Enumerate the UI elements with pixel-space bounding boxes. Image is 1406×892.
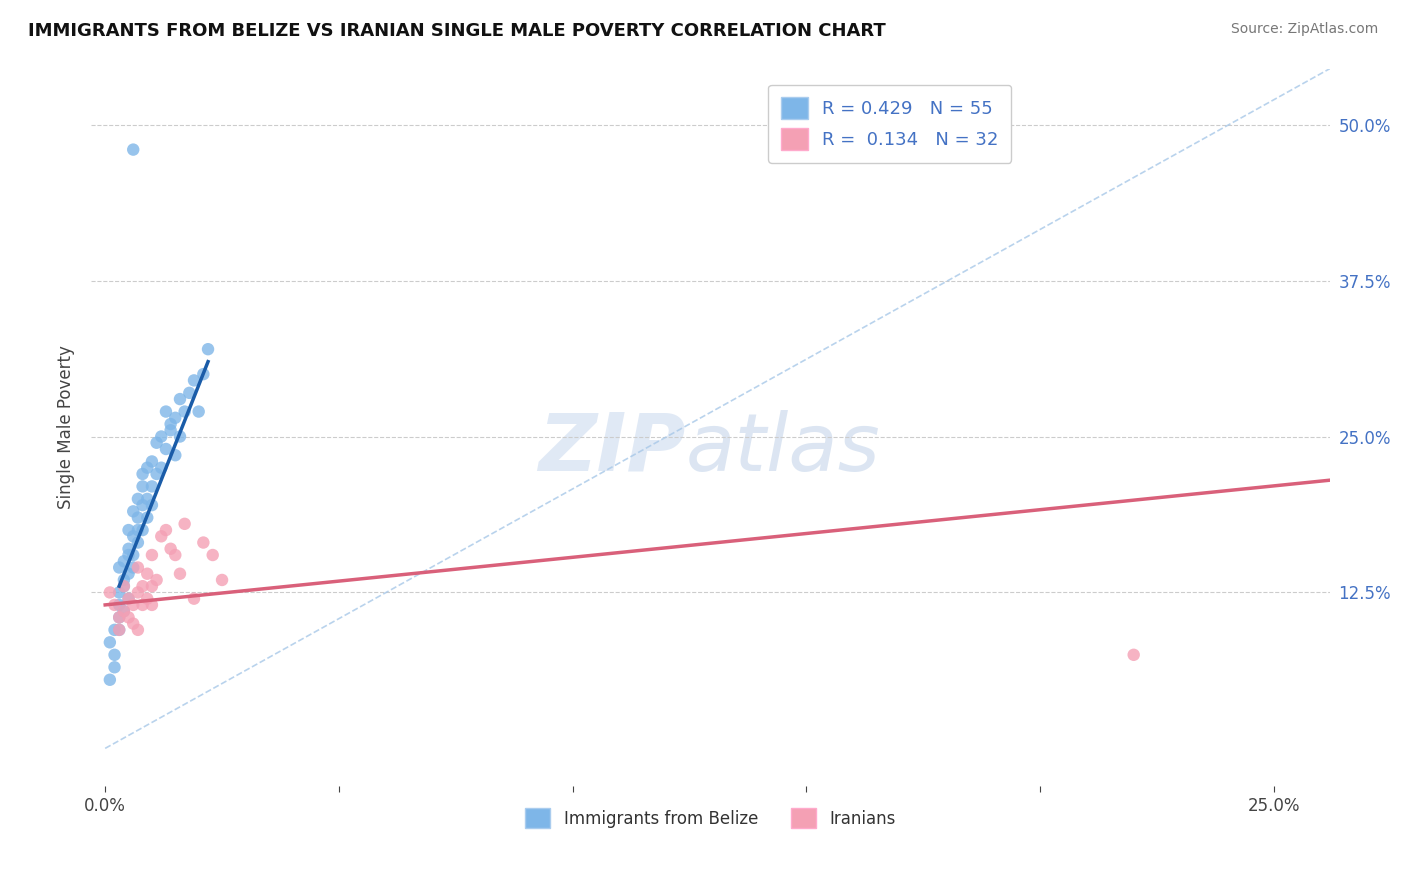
Point <box>155 404 177 418</box>
Point <box>108 585 131 599</box>
Point <box>136 566 159 581</box>
Point <box>122 616 145 631</box>
Point <box>159 541 181 556</box>
Point <box>159 423 181 437</box>
Point <box>117 591 139 606</box>
Point <box>1122 648 1144 662</box>
Point <box>112 604 135 618</box>
Point <box>131 479 153 493</box>
Legend: Immigrants from Belize, Iranians: Immigrants from Belize, Iranians <box>519 801 903 835</box>
Y-axis label: Single Male Poverty: Single Male Poverty <box>58 345 75 509</box>
Point <box>117 541 139 556</box>
Point <box>141 498 163 512</box>
Point <box>103 660 125 674</box>
Point <box>169 392 191 406</box>
Point <box>127 510 149 524</box>
Point <box>112 579 135 593</box>
Point <box>165 548 187 562</box>
Point <box>145 573 167 587</box>
Text: atlas: atlas <box>686 409 880 488</box>
Point <box>127 585 149 599</box>
Point <box>103 623 125 637</box>
Point <box>169 566 191 581</box>
Point <box>98 585 121 599</box>
Point <box>141 548 163 562</box>
Point <box>122 560 145 574</box>
Point <box>122 504 145 518</box>
Point <box>131 467 153 481</box>
Point <box>169 429 191 443</box>
Point <box>108 610 131 624</box>
Point <box>108 560 131 574</box>
Point <box>179 385 201 400</box>
Point <box>112 604 135 618</box>
Point <box>145 467 167 481</box>
Point <box>112 579 135 593</box>
Point <box>108 623 131 637</box>
Point <box>173 404 195 418</box>
Point <box>136 510 159 524</box>
Text: IMMIGRANTS FROM BELIZE VS IRANIAN SINGLE MALE POVERTY CORRELATION CHART: IMMIGRANTS FROM BELIZE VS IRANIAN SINGLE… <box>28 22 886 40</box>
Point <box>183 591 205 606</box>
Point <box>131 498 153 512</box>
Point <box>141 454 163 468</box>
Point <box>141 579 163 593</box>
Point <box>127 535 149 549</box>
Point <box>150 429 173 443</box>
Point <box>131 598 153 612</box>
Point <box>150 460 173 475</box>
Point <box>117 523 139 537</box>
Point <box>201 548 224 562</box>
Point <box>103 598 125 612</box>
Point <box>173 516 195 531</box>
Point <box>150 529 173 543</box>
Point <box>117 566 139 581</box>
Point <box>165 410 187 425</box>
Text: Source: ZipAtlas.com: Source: ZipAtlas.com <box>1230 22 1378 37</box>
Point <box>211 573 233 587</box>
Point <box>103 648 125 662</box>
Point <box>108 598 131 612</box>
Point <box>98 635 121 649</box>
Point <box>122 548 145 562</box>
Point <box>122 598 145 612</box>
Point <box>197 342 219 356</box>
Point <box>187 404 209 418</box>
Point <box>117 610 139 624</box>
Point <box>117 548 139 562</box>
Point <box>165 448 187 462</box>
Point <box>127 623 149 637</box>
Point <box>136 460 159 475</box>
Point <box>155 523 177 537</box>
Point <box>136 591 159 606</box>
Point <box>127 523 149 537</box>
Point <box>155 442 177 456</box>
Point <box>122 143 145 157</box>
Point <box>98 673 121 687</box>
Point <box>131 579 153 593</box>
Point <box>193 535 215 549</box>
Point <box>127 560 149 574</box>
Point <box>108 623 131 637</box>
Point <box>112 554 135 568</box>
Point <box>112 573 135 587</box>
Point <box>136 491 159 506</box>
Point <box>117 591 139 606</box>
Point <box>141 598 163 612</box>
Point <box>159 417 181 431</box>
Point <box>127 491 149 506</box>
Text: ZIP: ZIP <box>538 409 686 488</box>
Point <box>131 523 153 537</box>
Point <box>108 610 131 624</box>
Point <box>141 479 163 493</box>
Point <box>183 373 205 387</box>
Point <box>122 529 145 543</box>
Point <box>193 367 215 381</box>
Point <box>145 435 167 450</box>
